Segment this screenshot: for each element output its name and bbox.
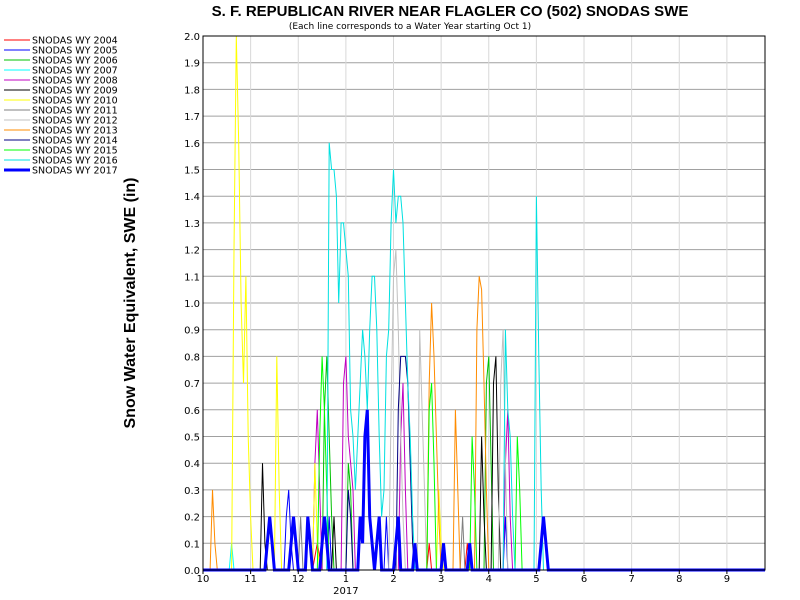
series-line xyxy=(203,489,765,571)
y-tick-label: 1.7 xyxy=(184,112,200,123)
series-line xyxy=(203,249,765,571)
series-line xyxy=(203,356,765,571)
y-tick-label: 1.2 xyxy=(184,246,200,257)
legend-label: SNODAS WY 2009 xyxy=(32,86,118,97)
legend-label: SNODAS WY 2008 xyxy=(32,76,118,87)
x-tick-label: 7 xyxy=(628,574,634,585)
y-tick-label: 0.4 xyxy=(184,459,200,470)
y-tick-label: 1.6 xyxy=(184,139,200,150)
x-tick-label: 1 xyxy=(343,574,349,585)
y-tick-label: 0.0 xyxy=(184,566,200,577)
series-group xyxy=(203,35,765,572)
y-tick-label: 0.2 xyxy=(184,513,200,524)
y-tick-label: 1.0 xyxy=(184,299,200,310)
x-year-label: 2017 xyxy=(333,586,358,597)
y-tick-label: 0.3 xyxy=(184,486,200,497)
y-tick-label: 0.6 xyxy=(184,406,200,417)
series-line xyxy=(203,356,765,571)
x-tick-label: 9 xyxy=(724,574,730,585)
y-tick-label: 0.7 xyxy=(184,379,200,390)
chart-title: S. F. REPUBLICAN RIVER NEAR FLAGLER CO (… xyxy=(212,3,689,20)
y-tick-label: 1.8 xyxy=(184,85,200,96)
x-tick-label: 4 xyxy=(486,574,492,585)
x-tick-label: 11 xyxy=(244,574,257,585)
legend-label: SNODAS WY 2007 xyxy=(32,66,118,77)
x-tick-label: 10 xyxy=(197,574,210,585)
chart-subtitle: (Each line corresponds to a Water Year s… xyxy=(289,22,531,32)
series-line xyxy=(203,356,765,571)
plot-border xyxy=(202,35,766,571)
legend-label: SNODAS WY 2015 xyxy=(32,146,118,157)
x-tick-label: 3 xyxy=(438,574,444,585)
y-tick-label: 0.5 xyxy=(184,433,200,444)
y-tick-label: 0.8 xyxy=(184,352,200,363)
legend-label: SNODAS WY 2006 xyxy=(32,56,118,67)
legend-label: SNODAS WY 2014 xyxy=(32,136,118,147)
legend-label: SNODAS WY 2004 xyxy=(32,36,118,47)
x-tick-label: 6 xyxy=(581,574,587,585)
x-tick-label: 5 xyxy=(533,574,539,585)
y-tick-label: 0.1 xyxy=(184,539,200,550)
legend-label: SNODAS WY 2010 xyxy=(32,96,118,107)
series-line xyxy=(203,35,765,571)
y-tick-label: 0.9 xyxy=(184,326,200,337)
y-tick-label: 1.9 xyxy=(184,59,200,70)
legend-label: SNODAS WY 2016 xyxy=(32,156,118,167)
x-tick-label: 8 xyxy=(676,574,682,585)
legend-label: SNODAS WY 2005 xyxy=(32,46,118,57)
legend-label: SNODAS WY 2011 xyxy=(32,106,118,117)
axes: 0.0 0.1 0.2 0.3 0.4 0.5 0.6 0.7 0.8 0.9 1.0 1.1 1.2 1… xyxy=(184,32,766,597)
y-axis-label: Snow Water Equivalent, SWE (in) xyxy=(122,178,139,429)
y-tick-label: 2.0 xyxy=(184,32,200,43)
x-tick-label: 2 xyxy=(390,574,396,585)
series-line xyxy=(203,142,765,571)
y-tick-label: 1.1 xyxy=(184,272,200,283)
series-line xyxy=(203,355,765,571)
y-tick-label: 1.4 xyxy=(184,192,200,203)
legend-label: SNODAS WY 2017 xyxy=(32,166,118,177)
y-tick-label: 1.5 xyxy=(184,166,200,177)
legend-label: SNODAS WY 2012 xyxy=(32,116,118,127)
x-tick-label: 12 xyxy=(292,574,305,585)
y-tick-label: 1.3 xyxy=(184,219,200,230)
grid xyxy=(202,35,765,571)
legend-label: SNODAS WY 2013 xyxy=(32,126,118,137)
